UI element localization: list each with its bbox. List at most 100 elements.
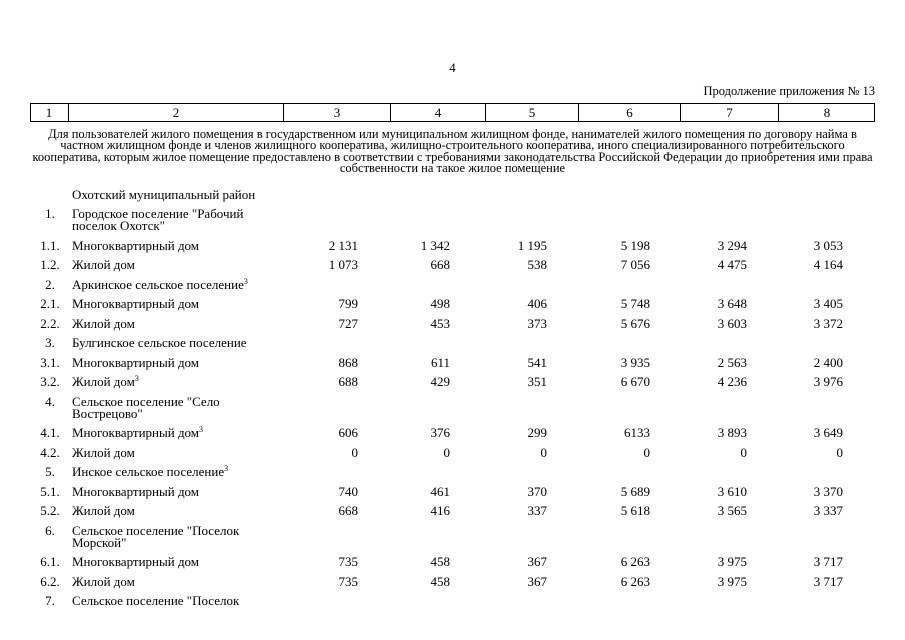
row-name-text: Инское сельское поселение bbox=[72, 464, 225, 480]
row-number: 5.2. bbox=[40, 503, 60, 519]
row-name-text: Многоквартирный дом bbox=[72, 554, 200, 570]
header-cell: 7 bbox=[680, 104, 778, 121]
row-name: Жилой дом3 bbox=[72, 375, 277, 389]
value-cell: 3 717 bbox=[813, 573, 843, 589]
row-name-text: Многоквартирный дом bbox=[72, 483, 200, 499]
value-cell: 735 bbox=[338, 554, 359, 570]
continuation-note: Продолжение приложения № 13 bbox=[703, 84, 875, 98]
table-row: 4.1. Многоквартирный дом3 606 376 299 6133 3 8… bbox=[0, 424, 905, 444]
value-cell: 3 565 bbox=[717, 503, 747, 519]
value-cell: 4 236 bbox=[717, 374, 747, 390]
value-cell: 4 164 bbox=[813, 257, 843, 273]
row-name: Сельское поселение "Поселок bbox=[72, 593, 277, 609]
table-row: 4. Сельское поселение "Село Вострецово" bbox=[0, 392, 905, 424]
value-cell: 1 195 bbox=[517, 237, 547, 253]
section-title: Для пользователей жилого помещения в гос… bbox=[32, 127, 873, 176]
table-row: 1.2. Жилой дом 1 073 668 538 7 056 4 475 4 164 bbox=[0, 256, 905, 276]
value-cell: 3 975 bbox=[717, 573, 747, 589]
footnote-ref: 3 bbox=[243, 276, 248, 286]
value-cell: 799 bbox=[338, 296, 359, 312]
row-name: Жилой дом bbox=[72, 573, 277, 589]
value-cell: 0 bbox=[443, 444, 451, 460]
row-number: 3.2. bbox=[40, 374, 60, 390]
page-number: 4 bbox=[449, 61, 456, 75]
table-body: Охотский муниципальный район 1. Городское … bbox=[0, 185, 905, 611]
row-name: Жилой дом bbox=[72, 317, 277, 330]
value-cell: 406 bbox=[527, 296, 548, 312]
value-cell: 3 610 bbox=[717, 483, 747, 499]
row-name-text: Жилой дом bbox=[72, 573, 135, 589]
row-name: Сельское поселение "Село Вострецово" bbox=[72, 393, 277, 421]
row-name: Жилой дом bbox=[72, 258, 277, 271]
value-cell: 740 bbox=[338, 483, 359, 499]
table-row: 1. Городское поселение "Рабочий поселок О… bbox=[0, 205, 905, 237]
row-name-text: Сельское поселение "Поселок bbox=[72, 593, 240, 609]
table-row: 6. Сельское поселение "Поселок Морской" bbox=[0, 521, 905, 553]
row-number: 5. bbox=[45, 464, 55, 480]
footnote-ref: 3 bbox=[224, 464, 229, 474]
row-name-text: Охотский муниципальный район bbox=[72, 186, 256, 202]
row-name: Жилой дом bbox=[72, 444, 277, 460]
row-number: 2.2. bbox=[40, 315, 60, 331]
table-row: 4.2. Жилой дом 0 0 0 0 0 0 bbox=[0, 443, 905, 463]
value-cell: 735 bbox=[338, 573, 359, 589]
table-row: 3.1. Многоквартирный дом 868 611 541 3 935 2 5… bbox=[0, 353, 905, 373]
row-number: 5.1. bbox=[40, 483, 60, 499]
row-name: Охотский муниципальный район bbox=[72, 186, 277, 202]
value-cell: 3 935 bbox=[620, 354, 650, 370]
value-cell: 3 648 bbox=[717, 296, 747, 312]
row-name: Инское сельское поселение3 bbox=[72, 464, 277, 480]
value-cell: 3 294 bbox=[717, 237, 747, 253]
row-name-text: Городское поселение "Рабочий поселок Охо… bbox=[72, 206, 244, 234]
value-cell: 299 bbox=[527, 425, 548, 441]
value-cell: 461 bbox=[430, 483, 451, 499]
value-cell: 3 603 bbox=[717, 315, 747, 331]
table-row: 3.2. Жилой дом3 688 429 351 6 670 4 236 3 976 bbox=[0, 373, 905, 393]
table-row: 6.2. Жилой дом 735 458 367 6 263 3 975 3 717 bbox=[0, 572, 905, 592]
row-name: Многоквартирный дом bbox=[72, 296, 277, 312]
table-row: Охотский муниципальный район bbox=[0, 185, 905, 205]
row-number: 1.2. bbox=[40, 257, 60, 273]
value-cell: 0 bbox=[540, 444, 548, 460]
value-cell: 3 717 bbox=[813, 554, 843, 570]
value-cell: 688 bbox=[338, 374, 359, 390]
table-row: 3. Булгинское сельское поселение bbox=[0, 334, 905, 354]
value-cell: 611 bbox=[430, 354, 450, 370]
value-cell: 367 bbox=[527, 554, 548, 570]
row-number: 7. bbox=[45, 593, 55, 609]
value-cell: 7 056 bbox=[620, 257, 650, 273]
row-number: 4. bbox=[45, 393, 55, 409]
row-number: 3.1. bbox=[40, 354, 60, 370]
value-cell: 2 563 bbox=[717, 354, 747, 370]
row-number: 4.2. bbox=[40, 444, 60, 460]
value-cell: 541 bbox=[527, 354, 548, 370]
value-cell: 3 370 bbox=[813, 483, 843, 499]
row-number: 3. bbox=[45, 335, 55, 351]
table-row: 2.2. Жилой дом 727 453 373 5 676 3 603 3 372 bbox=[0, 314, 905, 334]
table-row: 6.1. Многоквартирный дом 735 458 367 6 263 3 9… bbox=[0, 553, 905, 573]
table-row: 7. Сельское поселение "Поселок bbox=[0, 592, 905, 612]
row-name-text: Жилой дом bbox=[72, 444, 135, 460]
row-number: 2.1. bbox=[40, 296, 60, 312]
row-name: Сельское поселение "Поселок Морской" bbox=[72, 524, 277, 549]
value-cell: 2 400 bbox=[813, 354, 843, 370]
row-name-text: Многоквартирный дом bbox=[72, 296, 200, 312]
value-cell: 351 bbox=[527, 374, 548, 390]
row-name: Жилой дом bbox=[72, 504, 277, 517]
value-cell: 6133 bbox=[624, 425, 650, 441]
value-cell: 429 bbox=[430, 374, 451, 390]
header-cell: 6 bbox=[578, 104, 680, 121]
value-cell: 5 618 bbox=[620, 503, 650, 519]
row-name-text: Сельское поселение "Село Вострецово" bbox=[72, 393, 220, 421]
value-cell: 3 337 bbox=[813, 503, 843, 519]
value-cell: 458 bbox=[430, 573, 451, 589]
row-name: Многоквартирный дом3 bbox=[72, 426, 277, 440]
row-number: 4.1. bbox=[40, 425, 60, 441]
value-cell: 458 bbox=[430, 554, 451, 570]
row-name: Многоквартирный дом bbox=[72, 483, 277, 499]
value-cell: 3 976 bbox=[813, 374, 843, 390]
table-row: 5. Инское сельское поселение3 bbox=[0, 463, 905, 483]
row-number: 1.1. bbox=[40, 237, 60, 253]
value-cell: 868 bbox=[338, 354, 359, 370]
